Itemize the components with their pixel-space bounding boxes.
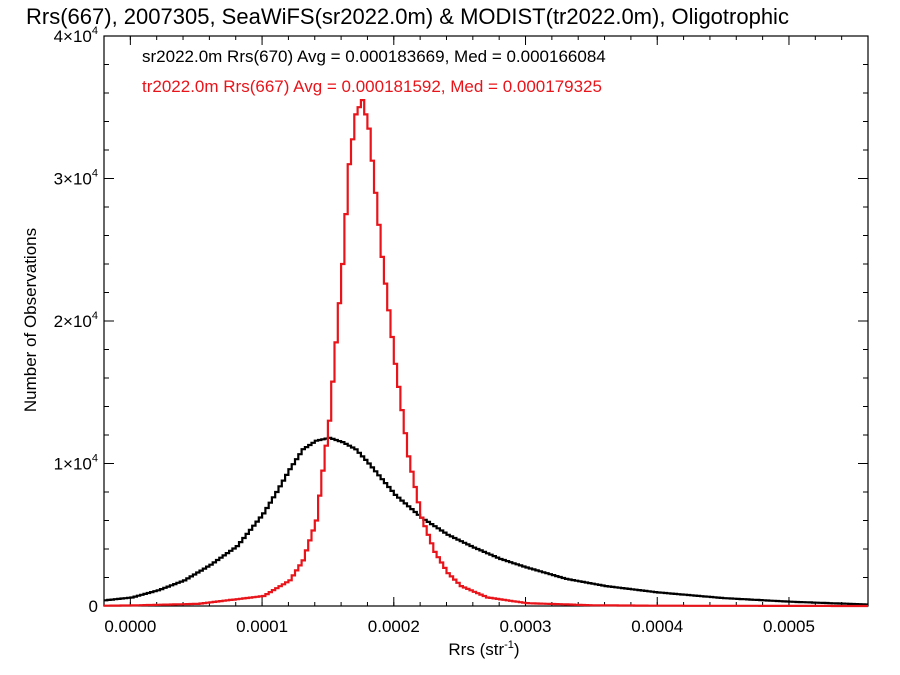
y-tick-label: 0 [89,597,98,616]
y-tick-label-mantissa: 2×10 [54,312,92,331]
y-tick-label-mantissa: 1×10 [54,455,92,474]
series-annotation-sr2022: sr2022.0m Rrs(670) Avg = 0.000183669, Me… [142,47,606,66]
x-tick-label: 0.0000 [104,617,156,636]
x-axis: 0.0000 0.0001 0.0002 0.0003 0.0004 0.0005 [103,36,869,636]
y-axis-label: Number of Observations [21,228,40,412]
series-group [104,99,868,608]
plot-frame [103,35,869,607]
y-tick-label-exponent: 4 [92,168,98,180]
y-tick-label-exponent: 4 [92,25,98,37]
x-tick-label: 0.0002 [368,617,420,636]
chart-title: Rrs(667), 2007305, SeaWiFS(sr2022.0m) & … [26,4,789,29]
y-tick-label-mantissa: 3×10 [54,170,92,189]
y-tick-label-exponent: 4 [92,453,98,465]
x-tick-label: 0.0004 [631,617,683,636]
x-tick-label: 0.0005 [763,617,815,636]
x-axis-label: Rrs (str-1) [448,639,519,659]
y-tick-label-mantissa: 4×10 [54,27,92,46]
x-axis-label-superscript: -1 [504,639,514,651]
x-axis-label-text: Rrs (str [448,640,504,659]
series-annotation-tr2022: tr2022.0m Rrs(667) Avg = 0.000181592, Me… [142,77,602,96]
series-line-0 [104,436,868,606]
y-tick-label: 2×104 [54,310,98,331]
x-tick-label: 0.0001 [236,617,288,636]
y-tick-label: 3×104 [54,168,98,189]
x-tick-label: 0.0003 [500,617,552,636]
series-line-1 [104,99,868,608]
y-tick-label: 4×104 [54,25,98,46]
y-tick-label: 1×104 [54,453,98,474]
plot-area [103,35,869,607]
y-tick-label-exponent: 4 [92,310,98,322]
x-axis-label-close: ) [514,640,520,659]
